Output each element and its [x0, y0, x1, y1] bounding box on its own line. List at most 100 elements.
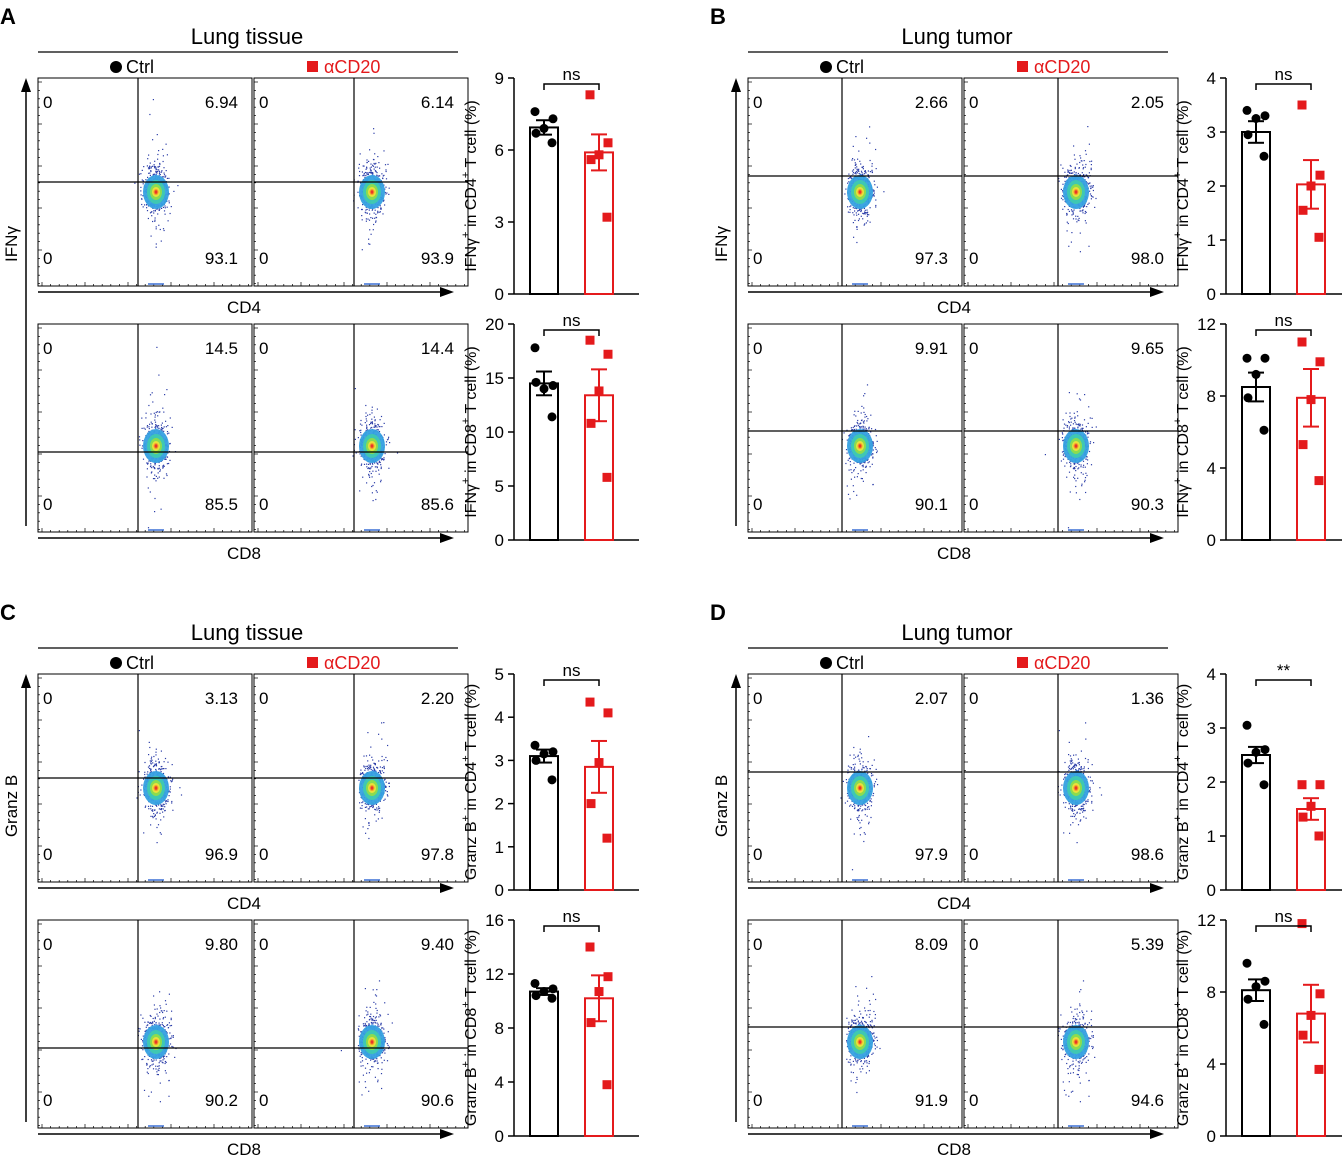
quadrant-lower-right: 93.1 — [205, 249, 238, 268]
flow-event — [377, 462, 379, 465]
flow-event — [1085, 491, 1087, 494]
flow-density-core — [154, 786, 158, 790]
flow-event — [149, 167, 151, 169]
flow-event — [876, 186, 878, 188]
flow-event — [156, 169, 158, 171]
flow-event — [1087, 459, 1089, 461]
flow-event — [1058, 180, 1060, 182]
bar-y-axis-label: IFNγ+ in CD8+ T cell (%) — [460, 346, 480, 517]
flow-event — [382, 213, 384, 215]
flow-event — [1079, 399, 1082, 401]
flow-event — [1068, 392, 1070, 394]
flow-event — [372, 164, 374, 166]
flow-event — [858, 209, 860, 212]
legend-ctrl-marker — [110, 61, 122, 73]
flow-event — [864, 223, 866, 225]
flow-event — [373, 426, 375, 428]
flow-event — [381, 755, 383, 758]
flow-event — [1068, 471, 1071, 473]
flow-event — [870, 414, 872, 416]
flow-event — [865, 222, 867, 224]
flow-event — [368, 808, 370, 810]
flow-event — [857, 158, 859, 160]
flow-event — [360, 429, 362, 431]
flow-event — [362, 801, 364, 803]
flow-event — [381, 426, 383, 428]
significance-bracket — [543, 329, 600, 336]
flow-event — [1073, 462, 1075, 464]
y-axis-marker-label: IFNγ — [712, 226, 731, 262]
flow-event — [151, 392, 153, 394]
flow-event — [150, 824, 152, 826]
flow-event — [866, 212, 868, 214]
flow-event — [360, 182, 362, 184]
label-part: T cell (%) — [1175, 100, 1192, 171]
flow-event — [855, 163, 857, 165]
flow-event — [872, 483, 874, 486]
flow-event — [366, 161, 368, 163]
label-part: T cell (%) — [463, 346, 480, 417]
flow-event — [154, 160, 156, 162]
flow-event — [851, 170, 854, 172]
flow-event — [862, 166, 864, 169]
flow-event — [1062, 167, 1064, 169]
data-point-ctrl — [1259, 151, 1269, 161]
flow-event — [867, 211, 869, 213]
flow-event — [843, 432, 845, 434]
flow-event — [144, 776, 146, 778]
flow-event — [386, 192, 388, 194]
flow-event — [1082, 205, 1084, 207]
quadrant-lower-right: 90.1 — [915, 495, 948, 514]
flow-event — [864, 170, 866, 172]
y-arrow-head — [731, 78, 741, 92]
flow-event — [163, 172, 165, 174]
flow-event — [876, 440, 878, 442]
flow-event — [1088, 432, 1090, 434]
flow-event — [856, 421, 858, 424]
superscript: + — [460, 478, 472, 484]
flow-event — [869, 171, 871, 173]
flow-event — [1095, 197, 1097, 200]
flow-event — [856, 425, 858, 427]
flow-event — [862, 165, 864, 168]
quadrant-upper-right: 6.14 — [421, 93, 454, 112]
flow-event — [864, 170, 866, 173]
flow-event — [856, 226, 858, 228]
flow-event — [866, 384, 869, 386]
flow-event — [1066, 212, 1068, 215]
flow-event — [157, 166, 160, 168]
flow-event — [379, 426, 381, 428]
flow-event — [147, 487, 149, 489]
flow-event — [1065, 424, 1067, 426]
flow-event — [1071, 214, 1073, 216]
flow-event — [1079, 498, 1081, 501]
flow-event — [855, 173, 857, 175]
quadrant-upper-left: 0 — [259, 93, 268, 112]
flow-event — [374, 153, 376, 155]
flow-event — [388, 782, 390, 784]
flow-event — [153, 815, 156, 818]
flow-event — [859, 173, 861, 175]
flow-event — [157, 427, 159, 429]
flow-event — [371, 172, 373, 174]
flow-event — [858, 172, 860, 175]
flow-event — [1060, 197, 1063, 199]
flow-event — [155, 243, 157, 245]
flow-event — [1078, 167, 1080, 169]
flow-event — [155, 173, 157, 176]
flow-event — [1070, 418, 1072, 420]
flow-density-core — [858, 444, 862, 448]
flow-event — [152, 762, 154, 764]
flow-event — [381, 767, 383, 769]
flow-event — [179, 787, 181, 789]
flow-event — [156, 842, 158, 844]
flow-event — [1070, 241, 1072, 243]
flow-event — [375, 470, 377, 472]
flow-density-cloud — [352, 388, 399, 531]
flow-event — [374, 462, 376, 464]
flow-event — [370, 170, 372, 172]
flow-event — [387, 795, 389, 797]
flow-event — [369, 149, 371, 151]
flow-event — [385, 178, 388, 180]
panel-a: A Lung tissue Ctrl αCD20 IFNγ 0 6.94 0 93.1 0 6.14… — [0, 4, 639, 563]
